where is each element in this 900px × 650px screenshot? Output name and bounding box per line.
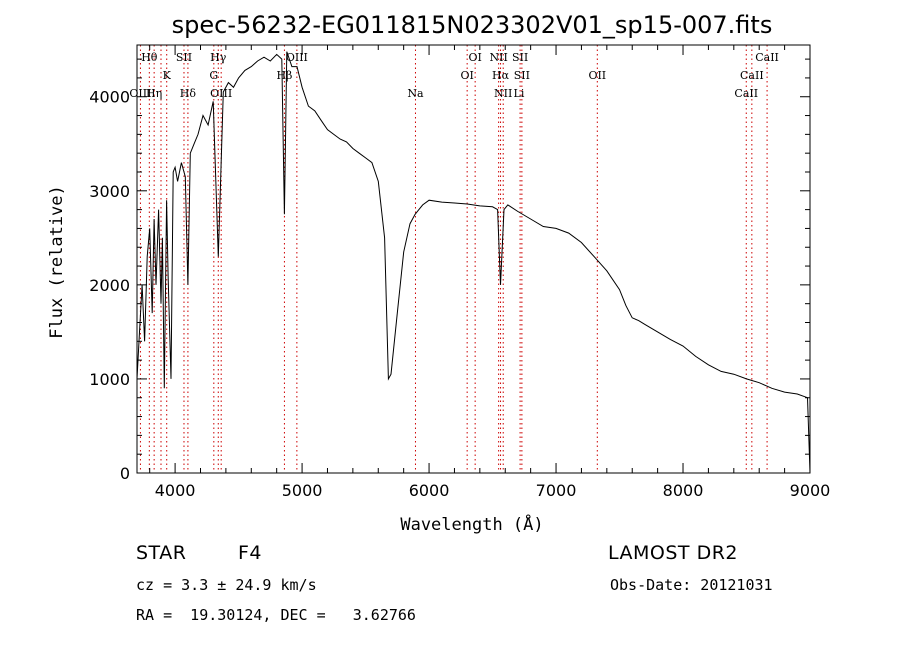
coordinates-text: RA = 19.30124, DEC = 3.62766 [136,606,416,624]
y-tick-label: 4000 [89,88,130,107]
chart-title: spec-56232-EG011815N023302V01_sp15-007.f… [172,11,773,39]
y-axis-label: Flux (relative) [47,185,67,339]
spectral-line-markers [139,45,768,473]
x-tick-label: 5000 [282,481,323,500]
spectrum-line [136,51,811,474]
y-axis: 0 1000 2000 3000 4000 [89,58,810,483]
x-tick-label: 8000 [663,481,704,500]
line-marker-label: Hβ [276,69,292,82]
x-tick-label: 6000 [409,481,450,500]
x-axis-label: Wavelength (Å) [400,513,543,535]
survey-name: LAMOST DR2 [608,542,738,564]
y-tick-label: 3000 [89,182,130,201]
redshift-text: cz = 3.3 ± 24.9 km/s [136,576,317,594]
object-class: STAR [136,542,187,564]
plot-frame [136,44,811,474]
line-marker-label: CaII [734,87,758,100]
y-tick-label: 1000 [89,370,130,389]
line-marker-label: CaII [740,69,764,82]
line-marker-label: SII [176,51,192,64]
line-marker-label: Hα [492,69,510,82]
line-marker-label: K [163,69,172,82]
line-marker-label: Na [407,87,424,100]
y-tick-label: 0 [120,464,130,483]
line-marker-label: NII [489,51,507,64]
line-marker-label: OII [588,69,606,82]
line-marker-label: NII [494,87,512,100]
line-marker-label: Hη [146,87,162,100]
obs-date: Obs-Date: 20121031 [610,576,773,594]
line-marker-label: Hγ [210,51,227,64]
x-tick-label: 9000 [790,481,831,500]
line-marker-label: Hθ [141,51,158,64]
x-axis: 4000 5000 6000 7000 8000 9000 [149,45,831,500]
line-marker-label: SII [514,69,530,82]
line-marker-label: SII [512,51,528,64]
line-marker-label: Hδ [180,87,197,100]
line-marker-label: CaII [755,51,779,64]
line-marker-label: Li [514,87,525,100]
x-tick-label: 7000 [536,481,577,500]
object-subclass: F4 [238,542,263,564]
line-marker-label: OI [468,51,481,64]
line-marker-label: G [209,69,218,82]
x-tick-label: 4000 [155,481,196,500]
y-tick-label: 2000 [89,276,130,295]
line-marker-label: OIII [210,87,232,100]
line-marker-label: OI [460,69,473,82]
